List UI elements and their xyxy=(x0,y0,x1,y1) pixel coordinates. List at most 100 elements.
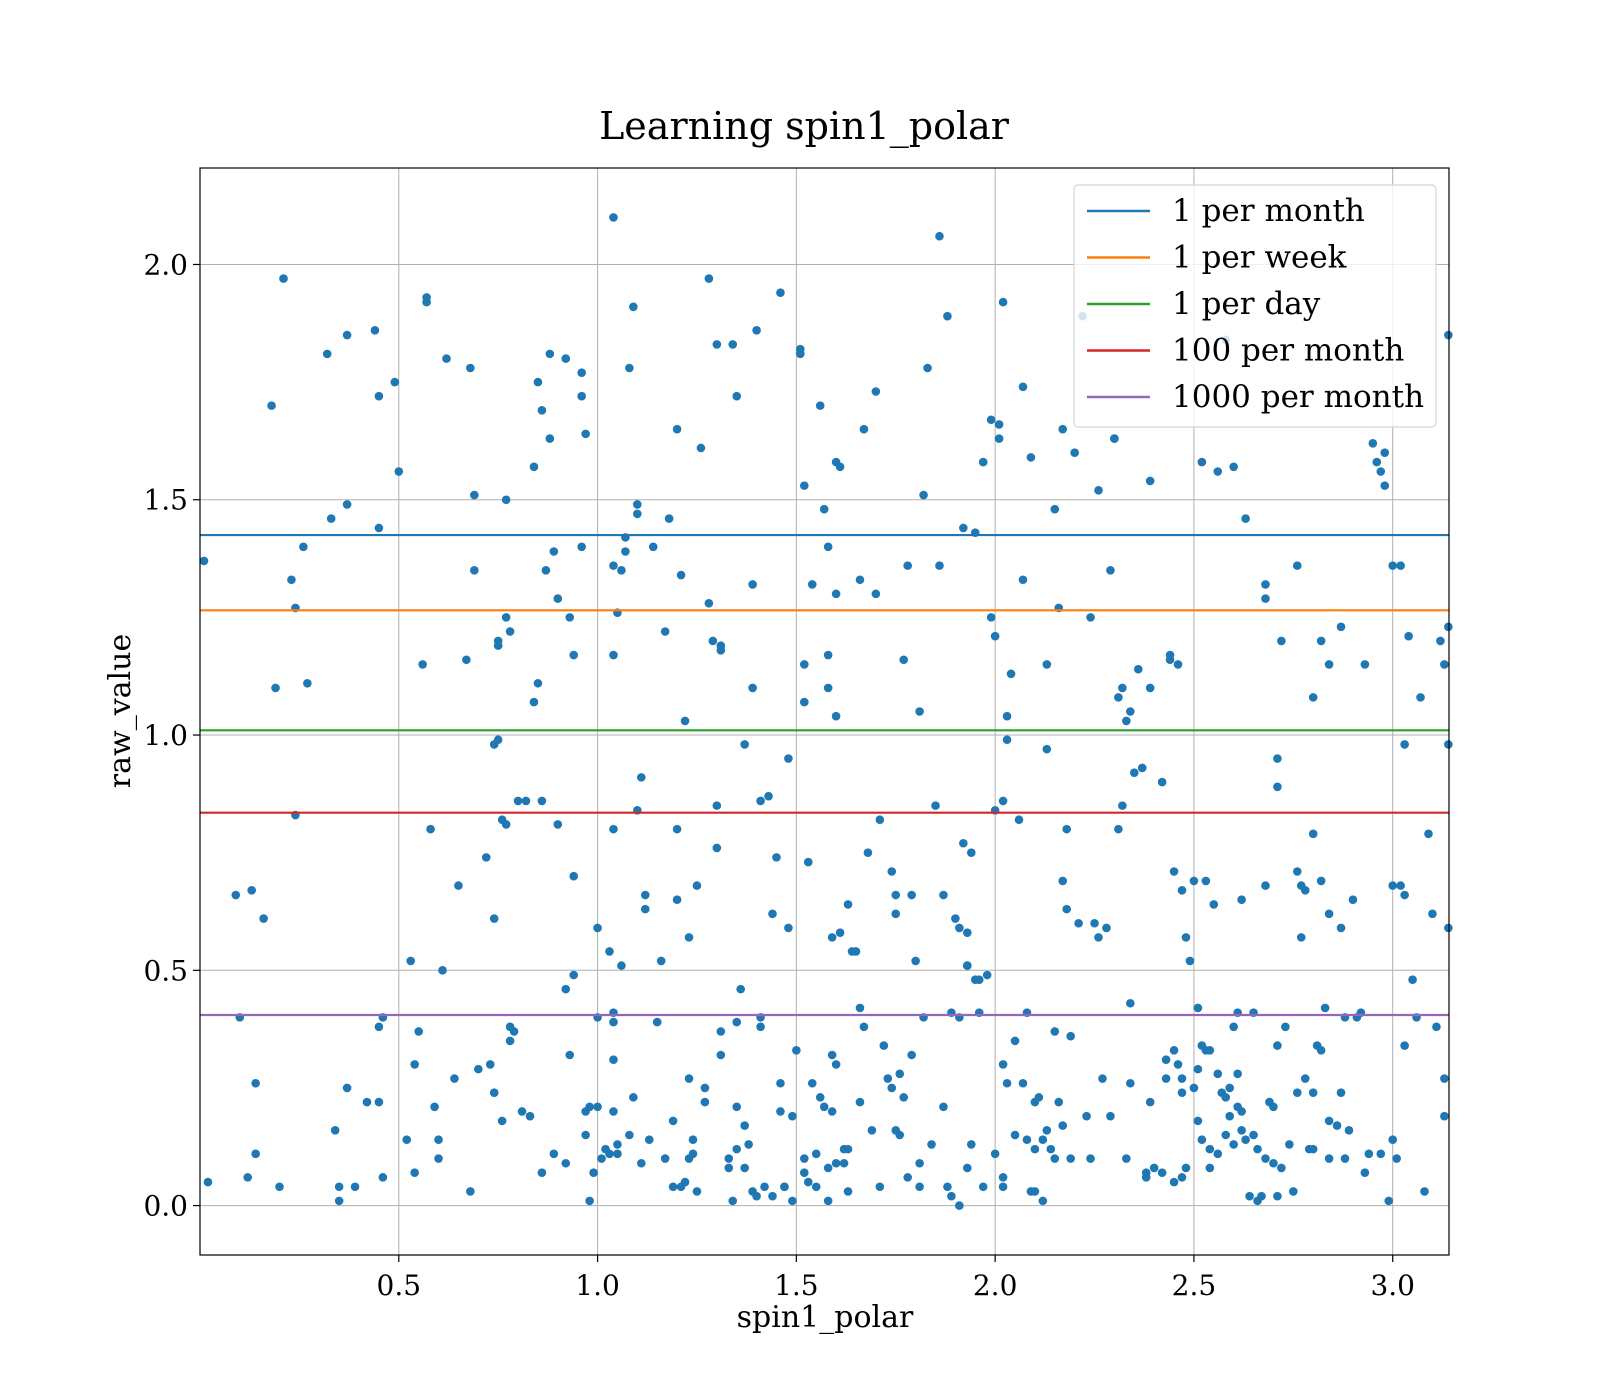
scatter-point xyxy=(553,594,563,603)
scatter-point xyxy=(891,890,901,900)
scatter-point xyxy=(1066,1031,1075,1041)
scatter-point xyxy=(800,1168,809,1177)
scatter-point xyxy=(1189,1083,1199,1093)
scatter-point xyxy=(629,302,638,312)
scatter-point xyxy=(326,514,336,523)
legend-label: 100 per month xyxy=(1172,333,1404,369)
scatter-point xyxy=(529,697,539,707)
scatter-point xyxy=(966,1140,976,1149)
scatter-point xyxy=(1018,382,1028,392)
scatter-point xyxy=(700,1083,710,1093)
scatter-point xyxy=(370,326,380,335)
scatter-point xyxy=(581,1130,590,1140)
scatter-point xyxy=(613,1140,622,1149)
scatter-point xyxy=(247,886,256,895)
scatter-point xyxy=(1122,716,1131,726)
scatter-point xyxy=(1201,876,1211,886)
scatter-point xyxy=(1133,664,1143,674)
scatter-point xyxy=(760,1182,769,1192)
scatter-point xyxy=(724,1163,734,1173)
scatter-point xyxy=(1129,768,1139,777)
scatter-point xyxy=(1440,660,1449,669)
scatter-point xyxy=(609,1055,618,1065)
scatter-point xyxy=(1046,1144,1056,1154)
scatter-point xyxy=(1070,448,1079,457)
scatter-point xyxy=(1444,740,1453,749)
scatter-point xyxy=(951,914,960,923)
scatter-point xyxy=(1165,655,1175,665)
scatter-point xyxy=(1344,1126,1354,1135)
scatter-point xyxy=(609,824,618,834)
scatter-point xyxy=(907,1050,916,1060)
scatter-point xyxy=(350,1182,360,1192)
scatter-point xyxy=(609,561,618,570)
scatter-point xyxy=(923,363,932,373)
scatter-point xyxy=(855,1003,865,1013)
scatter-point xyxy=(1181,1163,1191,1173)
scatter-point xyxy=(712,843,722,853)
scatter-point xyxy=(823,1196,833,1206)
scatter-point xyxy=(819,1102,829,1112)
scatter-point xyxy=(1066,1154,1075,1163)
scatter-point xyxy=(1118,683,1127,693)
scatter-point xyxy=(513,796,523,806)
scatter-point xyxy=(462,655,471,665)
scatter-point xyxy=(529,462,539,472)
scatter-point xyxy=(1292,561,1302,570)
scatter-point xyxy=(1273,1191,1282,1201)
scatter-point xyxy=(1145,476,1155,486)
scatter-point xyxy=(855,1097,865,1107)
scatter-point xyxy=(1126,1078,1135,1088)
scatter-point xyxy=(1110,434,1119,443)
scatter-point xyxy=(712,340,722,349)
scatter-point xyxy=(788,1111,797,1121)
scatter-point xyxy=(672,424,682,434)
scatter-point xyxy=(1022,1135,1032,1145)
scatter-point xyxy=(1396,561,1405,570)
scatter-point xyxy=(1336,1088,1346,1097)
scatter-point xyxy=(1388,561,1398,570)
scatter-point xyxy=(1324,1116,1334,1126)
scatter-point xyxy=(466,1187,475,1196)
scatter-point xyxy=(652,1017,662,1027)
scatter-point xyxy=(1316,876,1326,886)
scatter-point xyxy=(998,1173,1008,1182)
scatter-point xyxy=(561,354,571,363)
scatter-point xyxy=(1169,867,1179,876)
scatter-point xyxy=(569,871,579,881)
scatter-point xyxy=(895,1130,905,1140)
scatter-point xyxy=(1340,1154,1350,1163)
scatter-point xyxy=(609,213,618,222)
scatter-point xyxy=(1205,1046,1215,1055)
y-tick-label: 1.0 xyxy=(143,719,188,752)
scatter-point xyxy=(1173,660,1183,669)
scatter-point xyxy=(990,631,1000,641)
scatter-point xyxy=(1261,580,1270,589)
scatter-point xyxy=(589,1168,598,1177)
scatter-point xyxy=(1042,660,1052,669)
scatter-point xyxy=(855,575,865,585)
scatter-point xyxy=(998,297,1008,307)
scatter-point xyxy=(859,424,869,434)
scatter-point xyxy=(792,1046,801,1055)
scatter-point xyxy=(1058,424,1068,434)
scatter-point xyxy=(322,349,332,359)
scatter-point xyxy=(1018,1078,1028,1088)
scatter-point xyxy=(525,1111,535,1121)
scatter-point xyxy=(800,481,809,490)
scatter-point xyxy=(684,1074,694,1083)
scatter-point xyxy=(1428,909,1437,919)
scatter-point xyxy=(497,1116,507,1126)
scatter-point xyxy=(863,848,873,857)
scatter-point xyxy=(648,542,658,552)
scatter-point xyxy=(887,867,897,876)
scatter-point xyxy=(1050,504,1060,514)
scatter-point xyxy=(1102,923,1111,933)
scatter-point xyxy=(1169,1046,1179,1055)
x-tick-label: 0.5 xyxy=(377,1269,422,1302)
scatter-point xyxy=(585,1102,594,1112)
scatter-point xyxy=(545,434,555,443)
scatter-point xyxy=(1181,933,1191,942)
scatter-point xyxy=(986,613,996,622)
scatter-point xyxy=(633,509,642,519)
